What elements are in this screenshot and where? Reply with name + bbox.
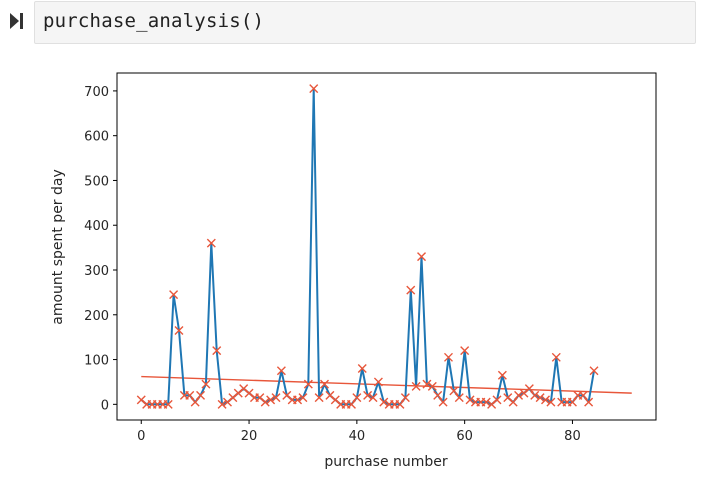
data-point-marker [303, 379, 313, 389]
y-axis-label: amount spent per day [50, 169, 66, 325]
data-point-marker [460, 346, 470, 356]
data-point-marker [363, 390, 373, 400]
run-cell-icon[interactable] [10, 13, 24, 29]
data-point-marker [379, 397, 389, 407]
data-point-marker [163, 399, 173, 409]
data-point-marker [185, 390, 195, 400]
data-point-marker [514, 390, 524, 400]
data-point-marker [293, 395, 303, 405]
data-point-marker [298, 393, 308, 403]
y-tick-label: 400 [84, 219, 109, 234]
data-point-marker [530, 390, 540, 400]
data-point-marker [427, 381, 437, 391]
data-point-marker [449, 386, 459, 396]
data-point-marker [584, 397, 594, 407]
chart: 0 20 40 60 80 0 100 200 300 400 500 600 700 purchase… [50, 72, 657, 470]
y-tick-label: 700 [84, 85, 109, 100]
data-point-marker [406, 285, 416, 295]
data-point-marker [373, 377, 383, 387]
play-icon [10, 13, 23, 29]
data-point-marker [196, 390, 206, 400]
data-point-marker [201, 379, 211, 389]
data-point-marker [346, 399, 356, 409]
data-point-marker [589, 366, 599, 376]
data-point-marker [417, 252, 427, 262]
x-tick-label: 0 [137, 429, 145, 444]
data-point-marker [567, 397, 577, 407]
data-point-marker [481, 397, 491, 407]
data-point-marker [190, 397, 200, 407]
data-point-marker [174, 325, 184, 335]
y-tick-label: 0 [101, 398, 109, 413]
data-point-marker [260, 397, 270, 407]
y-tick-label: 100 [84, 354, 109, 369]
series-line [140, 87, 595, 406]
data-point-marker [212, 346, 222, 356]
plot-layer [136, 84, 632, 409]
trend-line [141, 375, 632, 394]
cell-output: 0 20 40 60 80 0 100 200 300 400 500 600 700 purchase… [40, 58, 680, 488]
data-point-marker [524, 384, 534, 394]
data-point-marker [217, 399, 227, 409]
data-point-marker [492, 395, 502, 405]
axes-frame [116, 72, 657, 421]
data-point-marker [395, 399, 405, 409]
code-text: purchase_analysis() [43, 10, 265, 32]
data-point-marker [169, 290, 179, 300]
data-point-marker [266, 395, 276, 405]
data-point-marker [438, 397, 448, 407]
tick-layer: 0 20 40 60 80 0 100 200 300 400 500 600 700 [84, 85, 581, 444]
data-point-marker [508, 397, 518, 407]
data-point-marker [271, 393, 281, 403]
x-tick-label: 40 [349, 429, 366, 444]
data-point-marker [206, 238, 216, 248]
data-point-marker [433, 390, 443, 400]
y-tick-label: 600 [84, 130, 109, 145]
x-tick-label: 80 [564, 429, 581, 444]
data-point-marker [411, 381, 421, 391]
data-point-marker [357, 364, 367, 374]
data-point-marker [454, 393, 464, 403]
y-tick-label: 300 [84, 264, 109, 279]
y-tick-label: 200 [84, 309, 109, 324]
x-axis-label: purchase number [324, 454, 448, 470]
data-point-marker [497, 370, 507, 380]
data-point-marker [314, 393, 324, 403]
data-point-marker [422, 379, 432, 389]
x-tick-label: 20 [241, 429, 258, 444]
data-point-marker [320, 379, 330, 389]
data-point-marker [578, 390, 588, 400]
data-point-marker [546, 397, 556, 407]
data-point-marker [352, 393, 362, 403]
data-point-marker [309, 84, 319, 94]
data-point-marker [535, 393, 545, 403]
data-point-marker [541, 395, 550, 405]
data-point-marker [276, 366, 286, 376]
data-point-marker [400, 393, 410, 403]
data-point-marker [443, 352, 453, 362]
data-point-marker [551, 352, 561, 362]
code-input[interactable]: purchase_analysis() [34, 1, 696, 44]
x-tick-label: 60 [456, 429, 473, 444]
data-point-marker [465, 395, 475, 405]
y-tick-label: 500 [84, 174, 109, 189]
data-point-marker [368, 393, 378, 403]
